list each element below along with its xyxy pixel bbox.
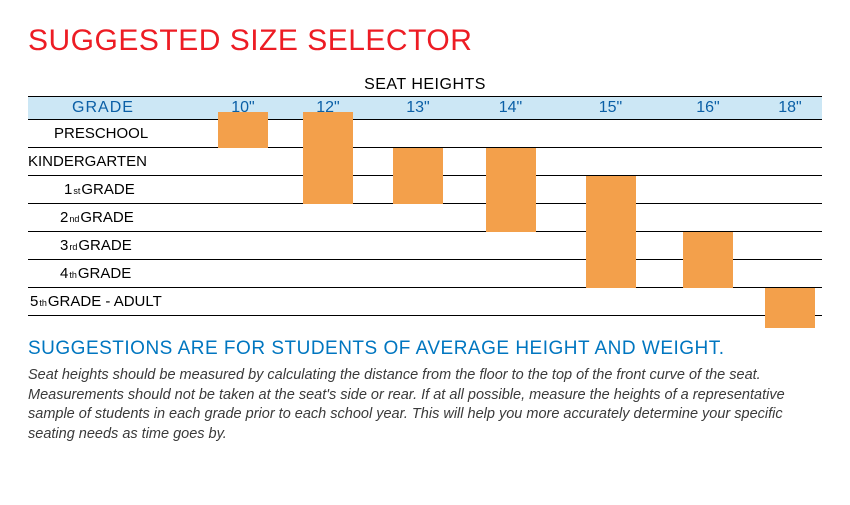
grade-label: 5th GRADE - ADULT bbox=[28, 293, 178, 310]
height-header: 16" bbox=[663, 97, 753, 119]
grade-header: GRADE bbox=[28, 99, 178, 117]
grade-label: 1st GRADE bbox=[28, 181, 178, 198]
range-bar bbox=[683, 232, 733, 288]
size-selector-chart: SEAT HEIGHTS GRADE 10"12"13"14"15"16"18"… bbox=[28, 76, 822, 316]
height-headers: 10"12"13"14"15"16"18" bbox=[178, 97, 822, 119]
height-header: 14" bbox=[463, 97, 558, 119]
grade-label: PRESCHOOL bbox=[28, 125, 178, 142]
grade-label: 4th GRADE bbox=[28, 265, 178, 282]
height-header: 13" bbox=[378, 97, 458, 119]
grade-label: 3rd GRADE bbox=[28, 237, 178, 254]
range-bar bbox=[393, 148, 443, 204]
body-text: Seat heights should be measured by calcu… bbox=[28, 366, 808, 444]
range-bar bbox=[486, 148, 536, 232]
range-bar bbox=[586, 176, 636, 288]
chart-header-row: GRADE 10"12"13"14"15"16"18" bbox=[28, 96, 822, 120]
subtitle: SUGGESTIONS ARE FOR STUDENTS OF AVERAGE … bbox=[28, 338, 822, 360]
page-title: SUGGESTED SIZE SELECTOR bbox=[28, 24, 822, 58]
grade-label: 2nd GRADE bbox=[28, 209, 178, 226]
height-header: 15" bbox=[563, 97, 658, 119]
height-header: 18" bbox=[758, 97, 822, 119]
seat-heights-label: SEAT HEIGHTS bbox=[28, 76, 822, 94]
chart: GRADE 10"12"13"14"15"16"18" PRESCHOOL KIN… bbox=[28, 96, 822, 316]
range-bar bbox=[303, 112, 353, 204]
chart-body: PRESCHOOL KINDERGARTEN 1st GRADE 2nd GRADE 3… bbox=[28, 120, 822, 316]
bars-layer bbox=[178, 120, 822, 316]
grade-label: KINDERGARTEN bbox=[28, 153, 178, 170]
range-bar bbox=[765, 288, 815, 328]
range-bar bbox=[218, 112, 268, 148]
page: SUGGESTED SIZE SELECTOR SEAT HEIGHTS GRA… bbox=[0, 0, 850, 464]
